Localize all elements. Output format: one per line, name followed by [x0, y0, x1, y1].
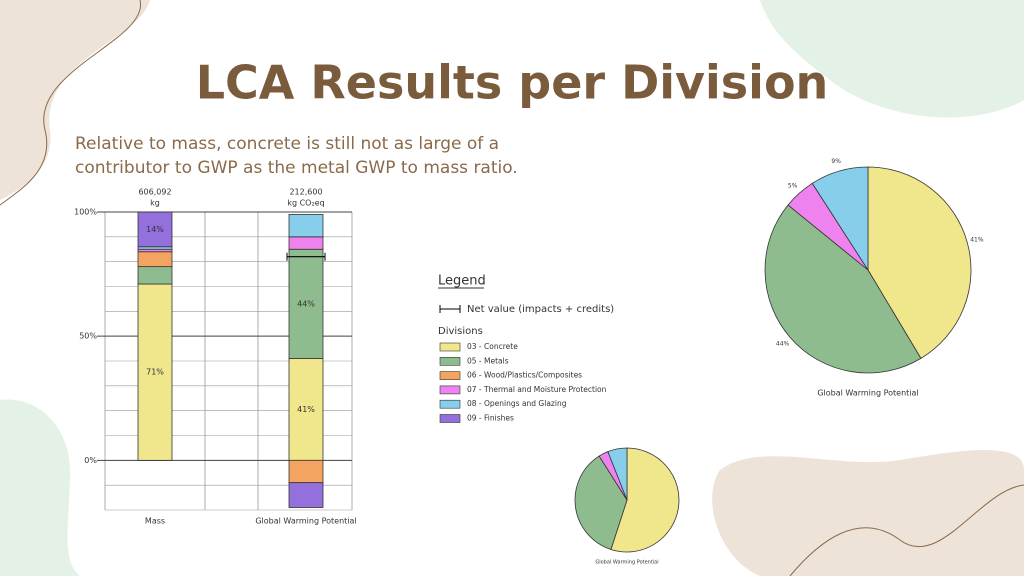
blob	[0, 0, 150, 200]
slice-label: 5%	[788, 182, 798, 189]
pie-slice	[607, 447, 628, 501]
pie-slice	[811, 166, 869, 272]
legend-label: 05 - Metals	[467, 356, 509, 365]
slice-label: 41%	[970, 236, 984, 243]
legend-swatch	[439, 399, 461, 409]
total-label: 606,092	[138, 188, 171, 197]
bar-segment	[137, 266, 173, 285]
legend-label: 03 - Concrete	[467, 342, 518, 351]
total-label: 212,600	[289, 188, 322, 197]
slice-label: 44%	[776, 340, 790, 347]
pie-slice	[610, 447, 680, 553]
legend-label: 07 - Thermal and Moisture Protection	[467, 385, 607, 394]
value-label: 71%	[146, 368, 164, 377]
unit-label: kg CO₂eq	[287, 199, 324, 208]
y-tick-label: 0%	[84, 456, 97, 465]
pie-title: Global Warming Potential	[595, 560, 658, 566]
subtitle: Relative to mass, concrete is still not …	[75, 134, 499, 154]
curve	[0, 0, 141, 206]
bar-segment	[137, 211, 173, 248]
bar-segment	[288, 459, 324, 484]
legend-swatch	[439, 342, 461, 352]
bar-segment	[288, 248, 324, 359]
legend-swatch	[439, 356, 461, 366]
legend-swatch	[439, 414, 461, 423]
pie-slice	[764, 204, 922, 374]
legend-label: 08 - Openings and Glazing	[467, 399, 567, 408]
value-label: 41%	[297, 405, 315, 414]
value-label: 14%	[146, 225, 164, 234]
blob	[760, 0, 1024, 118]
blob	[0, 399, 80, 576]
legend-net-label: Net value (impacts + credits)	[467, 304, 614, 315]
blob	[712, 450, 1024, 576]
legend-swatch	[439, 371, 461, 380]
bar-segment	[288, 358, 324, 461]
legend-swatch	[439, 385, 461, 395]
slice-label: 9%	[831, 158, 841, 165]
bar-segment	[288, 214, 324, 238]
curve	[789, 484, 1024, 576]
unit-label: kg	[150, 199, 160, 208]
legend-group-title: Divisions	[438, 326, 483, 337]
pie-slice	[574, 455, 628, 550]
legend-label: 06 - Wood/Plastics/Composites	[467, 371, 582, 380]
legend-title: Legend	[438, 274, 486, 289]
bar-segment	[288, 236, 324, 250]
bar-segment	[137, 251, 173, 268]
y-tick-label: 50%	[79, 332, 97, 341]
subtitle: contributor to GWP as the metal GWP to m…	[75, 158, 518, 178]
slide-title: LCA Results per Division	[196, 56, 829, 110]
legend-label: 09 - Finishes	[467, 414, 514, 423]
x-tick-label: Global Warming Potential	[255, 517, 356, 526]
x-tick-label: Mass	[145, 517, 165, 526]
pie-title: Global Warming Potential	[817, 389, 918, 398]
bar-segment	[288, 482, 324, 508]
y-tick-label: 100%	[74, 208, 97, 217]
pie-slice	[867, 166, 972, 359]
value-label: 44%	[297, 299, 315, 308]
